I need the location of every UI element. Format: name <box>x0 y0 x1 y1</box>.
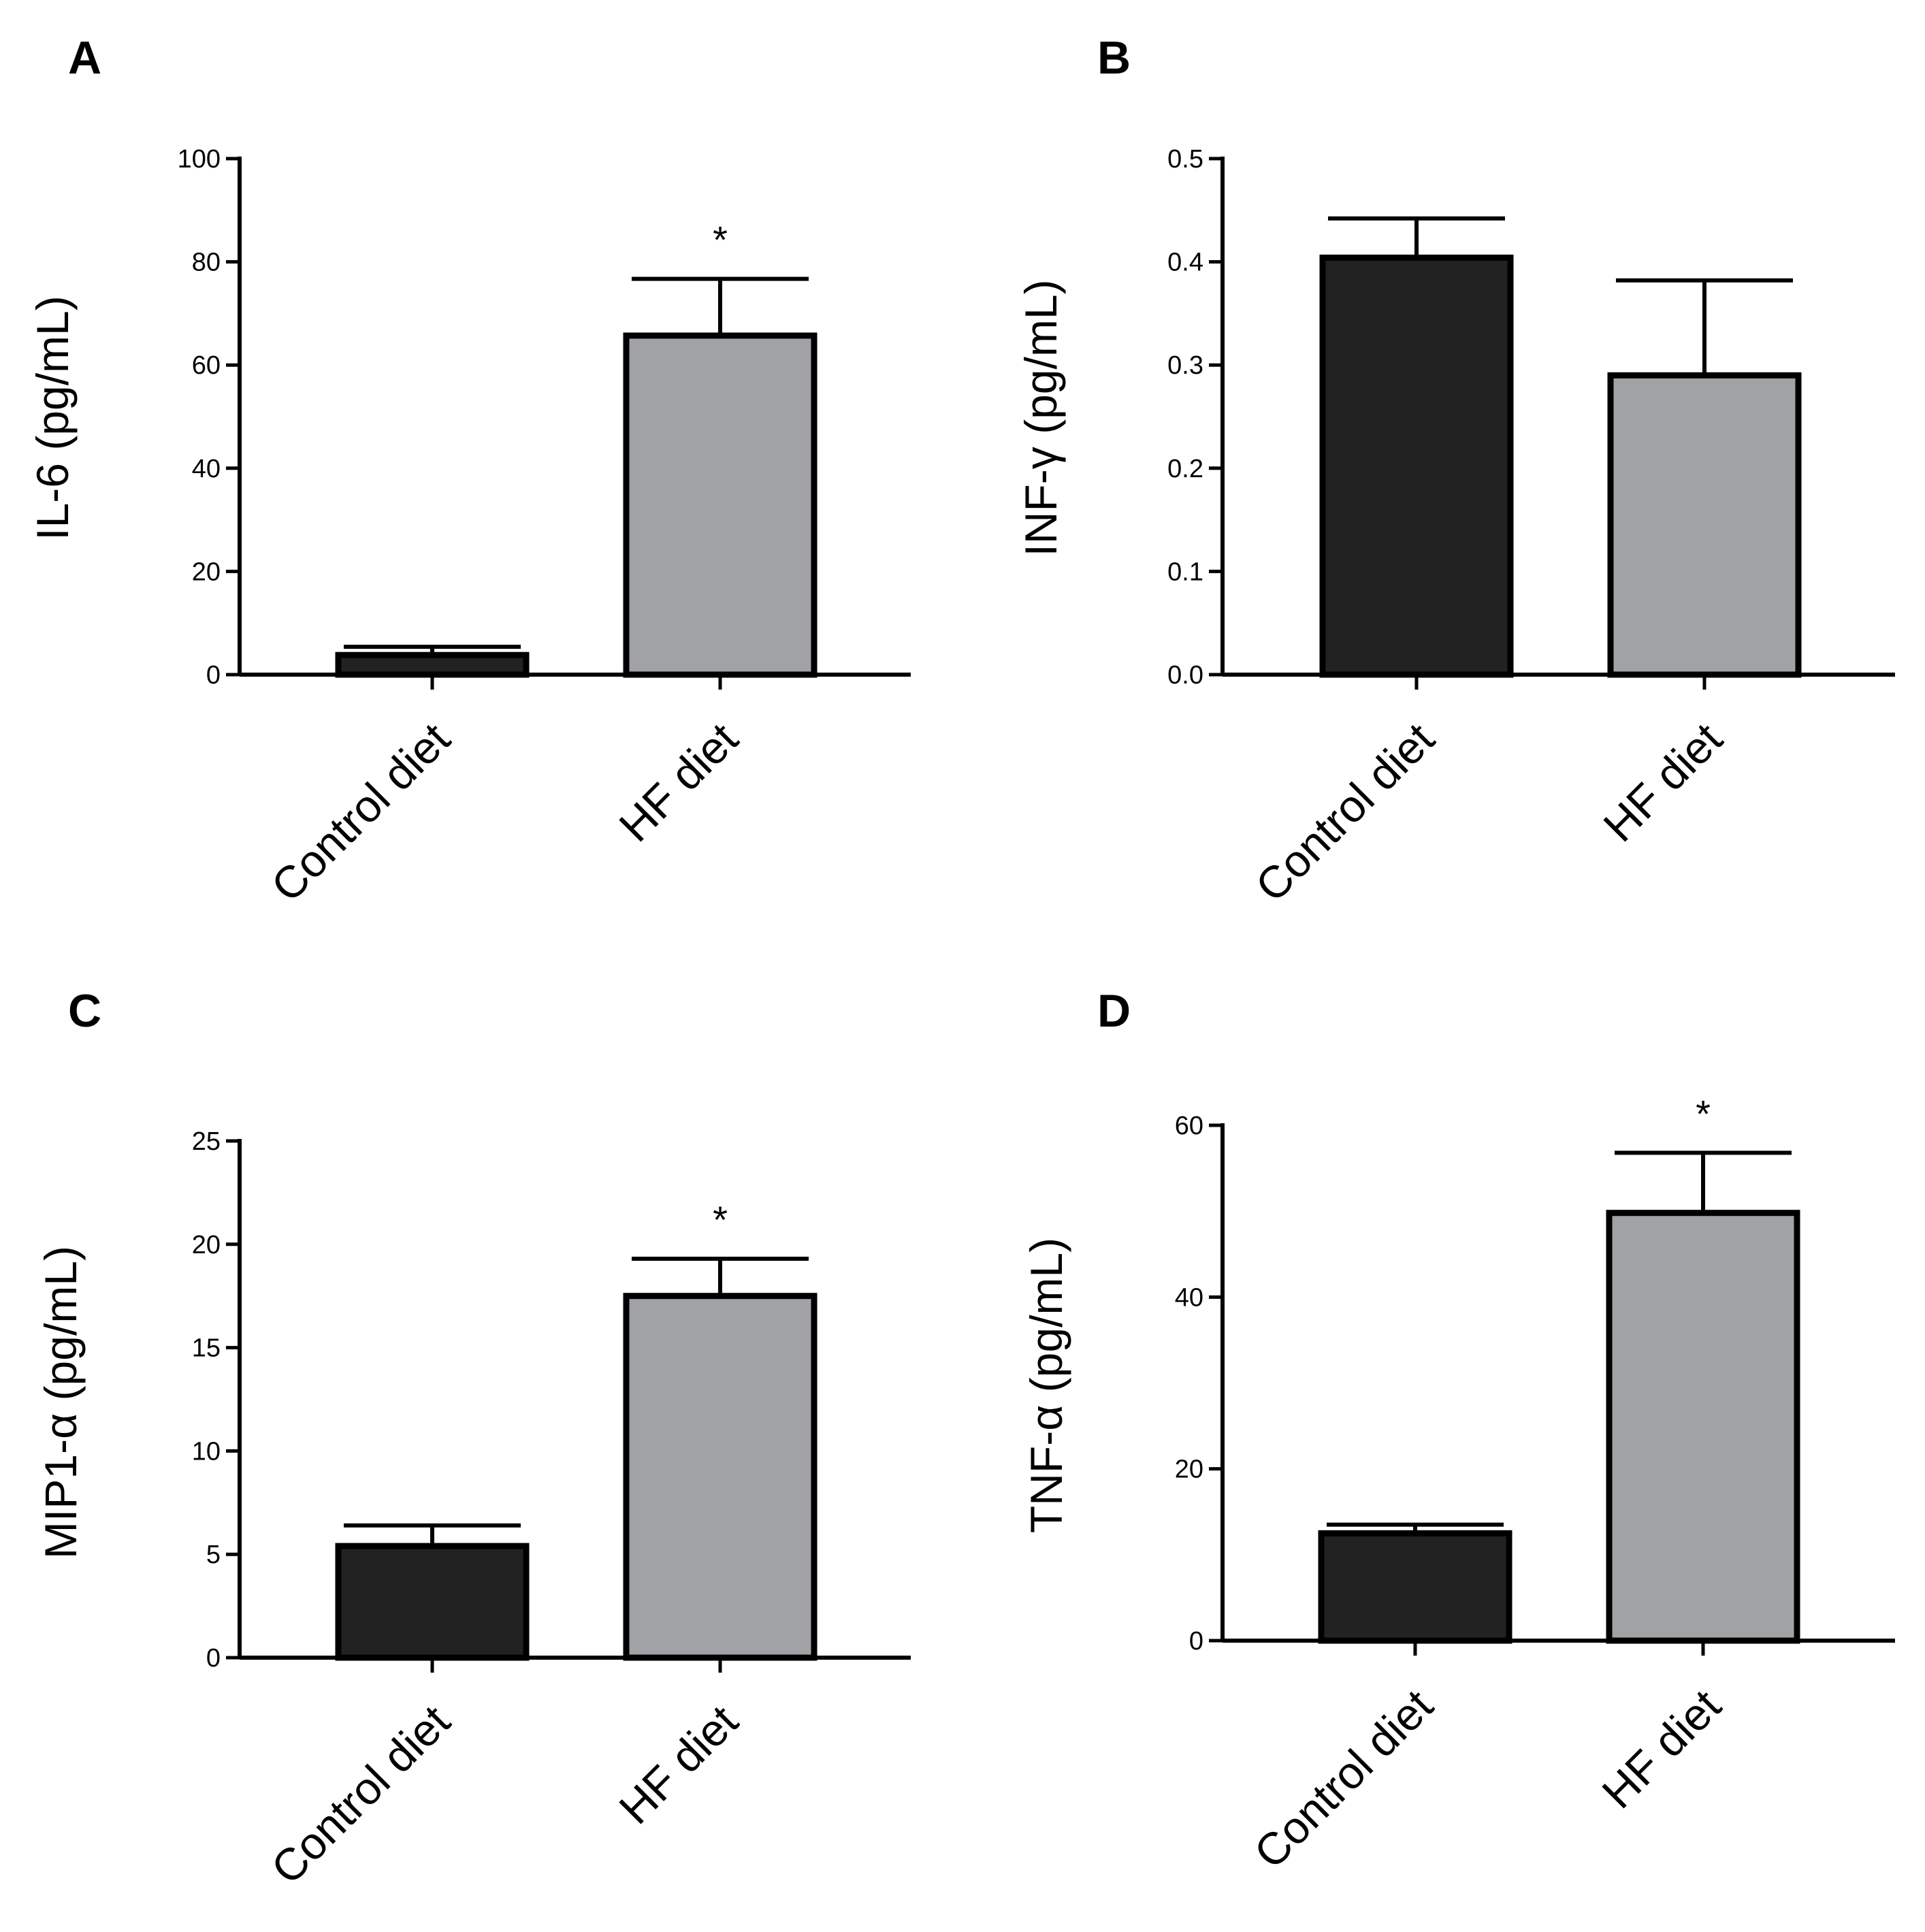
x-category-label: Control diet <box>261 1696 459 1894</box>
significance-marker: * <box>1696 1092 1711 1135</box>
y-tick-label: 0 <box>206 1644 221 1673</box>
y-tick-label: 0.1 <box>1167 558 1203 586</box>
bar-control-diet <box>1319 255 1514 678</box>
y-tick-label: 20 <box>192 558 221 586</box>
x-category-label: HF diet <box>1592 1680 1730 1818</box>
panel-letter: D <box>1097 985 1131 1037</box>
y-tick-label: 15 <box>192 1334 221 1363</box>
y-axis-title: TNF-α (pg/mL) <box>1021 1238 1071 1533</box>
y-tick-label: 0 <box>1189 1627 1203 1656</box>
y-tick-label: 20 <box>192 1231 221 1259</box>
y-axis-title: INF-γ (pg/mL) <box>1016 279 1066 556</box>
panel-letter: A <box>68 32 101 84</box>
panel-letter: B <box>1097 32 1131 84</box>
panel-b: B INF-γ (pg/mL) Control diet HF diet 0.0 0.1 0… <box>1016 32 1895 912</box>
y-axis-title: IL-6 (pg/mL) <box>27 295 78 540</box>
y-tick-label: 0.3 <box>1167 351 1203 380</box>
y-tick-label: 40 <box>192 455 221 483</box>
y-tick-label: 0.2 <box>1167 455 1203 483</box>
bar-hf-diet <box>1606 1210 1800 1644</box>
x-category-label: Control diet <box>261 713 459 912</box>
y-tick-label: 10 <box>192 1437 221 1466</box>
y-tick-label: 20 <box>1175 1455 1203 1484</box>
y-tick-label: 60 <box>192 351 221 380</box>
bar-hf-diet <box>623 1293 818 1661</box>
panel-a: A IL-6 (pg/mL) Control diet * HF diet 0 20 40 60… <box>27 32 911 912</box>
significance-marker: * <box>713 1198 728 1241</box>
x-category-label: HF diet <box>609 1696 747 1834</box>
y-tick-label: 0.5 <box>1167 145 1203 174</box>
bar-control-diet <box>335 1543 530 1661</box>
bar-hf-diet <box>623 332 818 678</box>
bar-control-diet <box>335 651 530 678</box>
x-category-label: HF diet <box>1594 713 1732 852</box>
y-axis-title: MIP1-α (pg/mL) <box>35 1246 86 1559</box>
significance-marker: * <box>713 219 728 261</box>
panel-letter: C <box>68 985 101 1037</box>
y-tick-label: 5 <box>206 1541 221 1569</box>
panel-d: D TNF-α (pg/mL) Control diet * HF diet 0 20 40 6… <box>1021 985 1895 1878</box>
y-tick-label: 0 <box>206 661 221 690</box>
y-tick-label: 0.4 <box>1167 248 1203 277</box>
y-tick-label: 40 <box>1175 1283 1203 1312</box>
panel-c: C MIP1-α (pg/mL) Control diet * HF diet 0 5 10 1… <box>35 985 911 1894</box>
y-tick-label: 0.0 <box>1167 661 1203 690</box>
x-category-label: HF diet <box>609 713 747 852</box>
y-tick-label: 100 <box>178 145 221 174</box>
bar-control-diet <box>1318 1530 1512 1644</box>
y-tick-label: 60 <box>1175 1112 1203 1140</box>
y-tick-label: 80 <box>192 248 221 277</box>
bar-hf-diet <box>1607 372 1802 678</box>
x-category-label: Control diet <box>1244 1680 1442 1878</box>
y-tick-label: 25 <box>192 1127 221 1156</box>
x-category-label: Control diet <box>1246 713 1444 912</box>
